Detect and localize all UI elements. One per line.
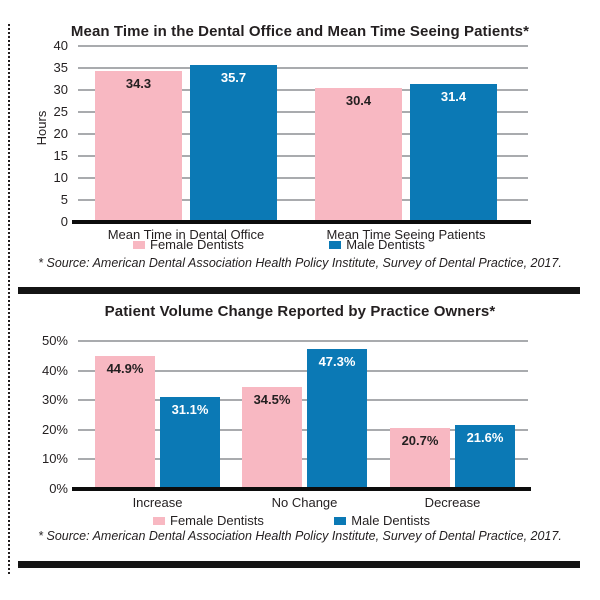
bottom-divider-bar (18, 561, 580, 568)
gridline (78, 111, 528, 113)
y-axis-tick-label: 50% (41, 333, 68, 348)
y-axis-tick-label: 30 (53, 82, 68, 97)
x-axis-category-label: Increase (132, 495, 183, 510)
chart2-legend: Female Dentists Male Dentists (153, 513, 430, 528)
chart2-plot-area: 0% 10% 20% 30% 40% 50% 44.9% 31.1% 34.5% 47.3% 20.… (42, 333, 531, 496)
bar-value-label: 34.5% (253, 391, 291, 407)
y-axis-tick-label: 0% (49, 481, 68, 496)
gridline (78, 133, 528, 135)
chart2-source-note: * Source: American Dental Association He… (38, 529, 562, 543)
gridline (78, 199, 528, 201)
bar-female-dentists: 20.7% (390, 427, 450, 489)
x-axis-category-label: No Change (271, 495, 338, 510)
legend-label: Male Dentists (351, 513, 430, 528)
section-divider-bar (18, 287, 580, 294)
legend-label: Female Dentists (170, 513, 264, 528)
bar-female-dentists: 30.4 (315, 88, 402, 222)
y-axis-tick-label: 15 (53, 148, 68, 163)
x-axis-line (72, 220, 531, 224)
chart1-source-note: * Source: American Dental Association He… (38, 256, 562, 270)
bar-value-label: 30.4 (345, 93, 372, 109)
chart2-title: Patient Volume Change Reported by Practi… (104, 303, 496, 320)
y-axis-tick-label: 25 (53, 104, 68, 119)
bar-value-label: 47.3% (318, 354, 356, 369)
y-axis-tick-label: 5 (60, 192, 68, 207)
y-axis-tick-label: 20% (41, 421, 68, 437)
gridline (78, 155, 528, 157)
gridline (78, 67, 528, 69)
bar-female-dentists: 44.9% (95, 356, 155, 489)
gridline (78, 399, 528, 402)
x-axis-category-label: Mean Time in Dental Office (107, 227, 265, 242)
bar-male-dentists: 47.3% (307, 349, 367, 489)
legend-item: Female Dentists (133, 237, 244, 252)
bar-value-label: 44.9% (106, 361, 144, 377)
legend-swatch-icon (153, 516, 165, 525)
y-axis-tick-label: 40% (41, 362, 68, 378)
legend-item: Female Dentists (153, 513, 264, 528)
x-axis-line (72, 487, 531, 491)
y-axis-tick-label: 20 (53, 126, 68, 141)
bar-male-dentists: 21.6% (455, 425, 515, 489)
y-axis-tick-label: 10% (41, 451, 68, 467)
x-axis-category-label: Mean Time Seeing Patients (326, 227, 486, 242)
bar-value-label: 31.4 (440, 88, 467, 104)
bar-female-dentists: 34.3 (95, 71, 182, 222)
left-dotted-divider (8, 24, 10, 574)
gridline (78, 428, 528, 431)
gridline (78, 340, 528, 342)
legend-item: Male Dentists (329, 237, 425, 252)
y-axis-tick-label: 30% (41, 392, 68, 408)
bar-male-dentists: 31.4 (410, 83, 497, 222)
gridline (78, 89, 528, 91)
bar-value-label: 31.1% (171, 401, 209, 417)
legend-swatch-icon (334, 516, 347, 525)
bar-female-dentists: 34.5% (242, 386, 302, 489)
chart1-legend: Female Dentists Male Dentists (133, 237, 425, 252)
legend-label: Male Dentists (346, 237, 425, 252)
x-axis-category-label: Decrease (424, 495, 481, 510)
y-axis-tick-label: 0 (60, 214, 68, 229)
bar-male-dentists: 31.1% (160, 396, 220, 489)
chart1-plot-area: 0 5 10 15 20 25 30 35 40 34.3 35.7 30.4 31.4 (54, 38, 531, 229)
bar-value-label: 21.6% (466, 430, 504, 446)
bar-value-label: 35.7 (220, 69, 247, 85)
bar-value-label: 34.3 (125, 76, 152, 92)
y-axis-tick-label: 10 (53, 170, 68, 185)
bar-value-label: 20.7% (401, 432, 439, 448)
legend-item: Male Dentists (334, 513, 430, 528)
gridline (78, 45, 528, 47)
legend-swatch-icon (329, 240, 342, 249)
gridline (78, 369, 528, 372)
gridline (78, 458, 528, 461)
y-axis-tick-label: 40 (53, 38, 68, 53)
bar-male-dentists: 35.7 (190, 64, 277, 222)
gridline (78, 177, 528, 179)
chart1-title: Mean Time in the Dental Office and Mean … (70, 23, 530, 40)
legend-label: Female Dentists (150, 237, 244, 252)
y-axis-tick-label: 35 (53, 60, 68, 75)
legend-swatch-icon (133, 240, 145, 249)
